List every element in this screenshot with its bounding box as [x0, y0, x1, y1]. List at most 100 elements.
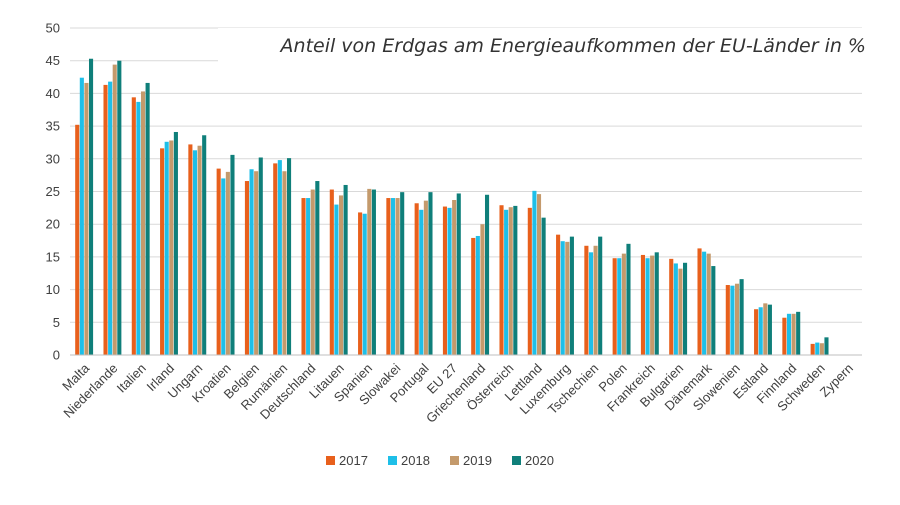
bars: [75, 58, 829, 356]
bar: [532, 190, 537, 355]
bar: [499, 205, 504, 355]
bar: [612, 258, 617, 355]
bar: [329, 189, 334, 355]
bar: [442, 206, 448, 355]
bar: [513, 205, 518, 355]
bar: [371, 189, 376, 355]
bar: [169, 140, 174, 355]
y-tick-label: 45: [46, 53, 60, 68]
bar: [197, 145, 202, 355]
title-background: [218, 28, 868, 62]
bar: [734, 283, 740, 355]
bar: [88, 58, 94, 355]
bar: [725, 285, 730, 355]
bar: [536, 194, 542, 355]
bar: [131, 97, 136, 355]
x-axis-labels: MaltaNiederlandeItalienIrlandUngarnKroat…: [59, 360, 856, 426]
bar: [277, 160, 282, 355]
bar: [400, 192, 405, 355]
bar: [367, 188, 372, 355]
bar: [471, 237, 476, 355]
legend-swatch: [388, 456, 397, 465]
bar: [706, 253, 711, 355]
legend-label: 2020: [525, 453, 554, 468]
bar: [569, 236, 574, 355]
bar: [301, 198, 306, 355]
chart-title: Anteil von Erdgas am Energieaufkommen de…: [279, 35, 866, 57]
bar: [428, 192, 433, 355]
bar: [782, 317, 787, 355]
bar: [249, 169, 254, 355]
bar: [810, 343, 815, 355]
bar: [682, 262, 688, 355]
bar: [815, 342, 820, 355]
bar: [315, 181, 320, 355]
bar: [395, 198, 400, 355]
bar: [103, 84, 108, 355]
bar: [475, 235, 480, 355]
bar: [617, 258, 622, 355]
bar: [626, 243, 631, 355]
bar: [484, 194, 490, 355]
bar: [786, 313, 792, 355]
bar: [541, 217, 546, 355]
bar: [584, 245, 589, 355]
bar: [192, 150, 198, 355]
bar: [230, 154, 235, 355]
bar: [819, 343, 824, 355]
bar: [286, 158, 292, 355]
bar: [456, 193, 461, 355]
bar: [560, 241, 565, 355]
y-tick-label: 0: [53, 348, 60, 363]
legend-swatch: [512, 456, 521, 465]
bar: [160, 148, 165, 355]
bar: [414, 203, 419, 355]
legend-label: 2019: [463, 453, 492, 468]
bar: [527, 207, 532, 355]
bar: [697, 248, 702, 355]
bar: [117, 60, 122, 355]
bar: [282, 171, 287, 355]
bar: [306, 198, 311, 355]
y-tick-label: 25: [46, 184, 60, 199]
y-tick-label: 10: [46, 282, 60, 297]
bar: [711, 266, 716, 355]
bar: [504, 209, 509, 355]
y-tick-label: 50: [46, 21, 60, 36]
bar: [273, 163, 278, 355]
bar: [763, 303, 768, 355]
bar: [79, 77, 84, 355]
y-tick-label: 40: [46, 86, 60, 101]
bar: [202, 135, 207, 355]
bar: [480, 224, 485, 355]
bar: [136, 101, 141, 355]
bar: [386, 198, 391, 355]
y-tick-label: 35: [46, 119, 60, 134]
bar: [739, 279, 744, 355]
bar: [140, 91, 146, 356]
bar: [593, 245, 598, 355]
bar: [343, 184, 348, 355]
bar: [390, 198, 396, 355]
x-tick-label: Italien: [114, 361, 149, 396]
bar: [702, 251, 707, 355]
bar: [423, 200, 428, 355]
y-tick-label: 20: [46, 217, 60, 232]
bar: [508, 207, 513, 355]
bar: [258, 157, 263, 355]
bar: [588, 252, 594, 355]
bar: [556, 234, 561, 355]
bar: [225, 171, 230, 355]
bar: [221, 178, 226, 355]
bar: [669, 258, 674, 355]
bar: [650, 255, 655, 355]
bar: [254, 171, 259, 355]
bar: [75, 124, 80, 356]
bar: [164, 141, 169, 355]
bar: [673, 263, 678, 355]
legend-label: 2017: [339, 453, 368, 468]
bar: [758, 307, 763, 355]
bar: [791, 313, 796, 355]
